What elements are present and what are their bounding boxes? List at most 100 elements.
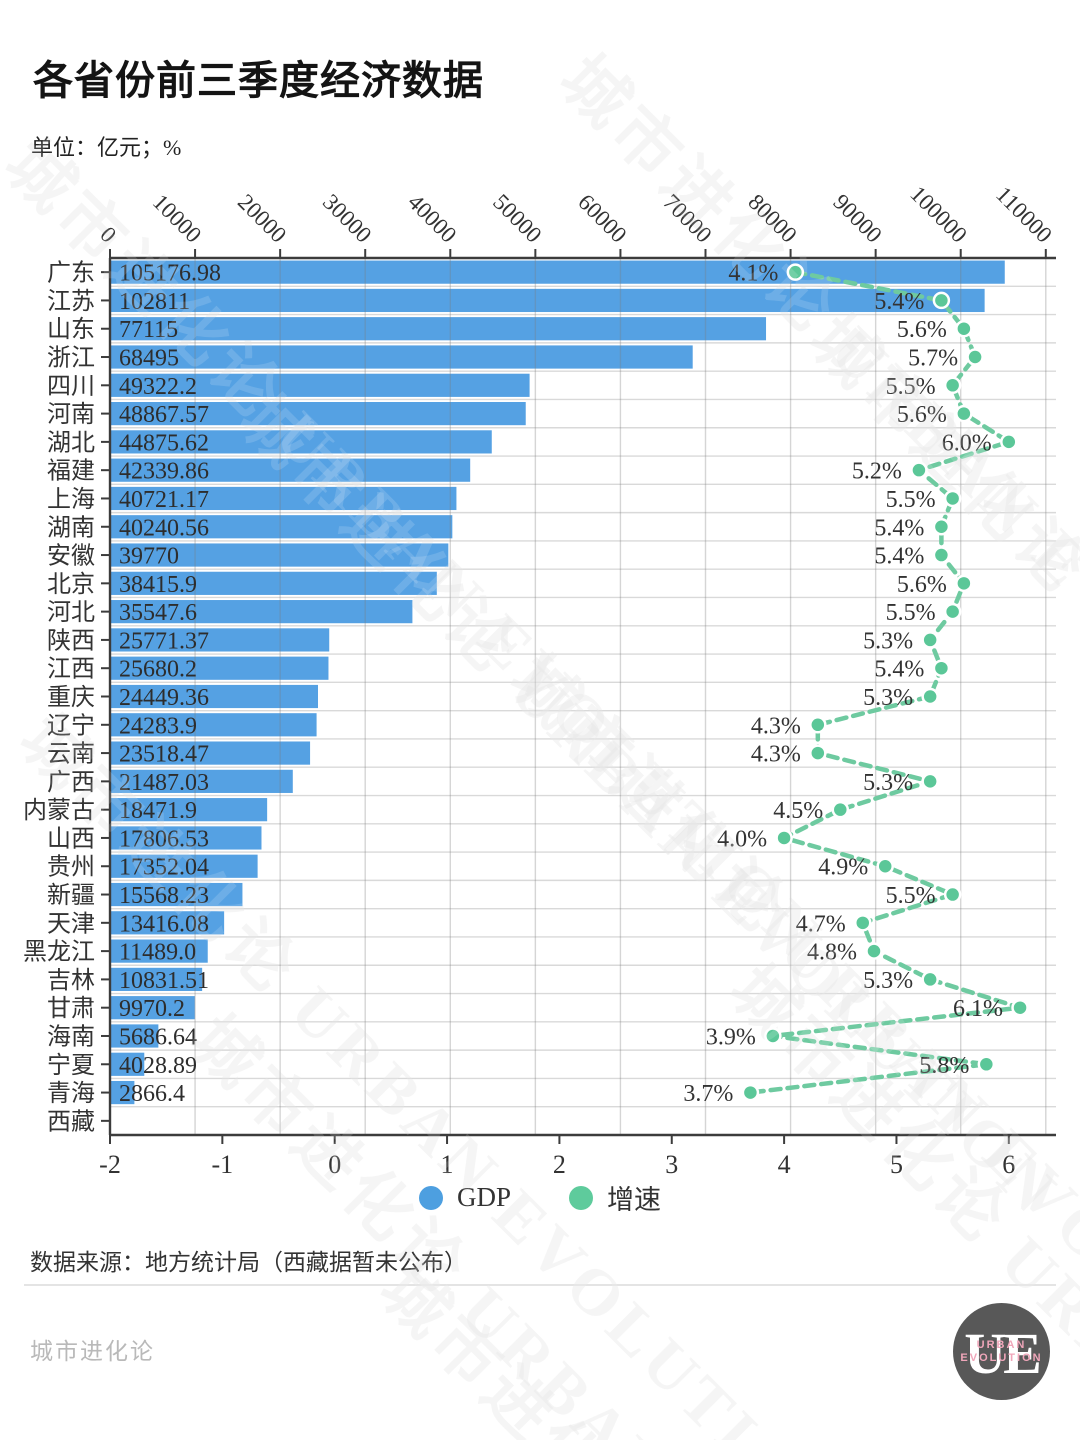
gdp-bar [111, 260, 1005, 284]
growth-dot [741, 1083, 760, 1102]
growth-value-label: 5.5% [886, 374, 936, 400]
growth-value-label: 5.4% [874, 289, 924, 315]
gdp-value-label: 48867.57 [119, 402, 209, 428]
growth-dot [955, 574, 973, 593]
growth-dot [932, 546, 951, 564]
gdp-bar [111, 911, 225, 935]
gdp-value-label: 9970.2 [119, 996, 185, 1022]
gdp-value-label: 49322.2 [119, 374, 197, 400]
gdp-bar [111, 1080, 135, 1105]
growth-value-label: 4.3% [751, 713, 801, 739]
growth-value-label: 5.6% [897, 402, 947, 428]
province-label: 福建 [47, 458, 95, 485]
gdp-bar [111, 345, 693, 369]
bottom-tick-label: -1 [212, 1150, 234, 1175]
province-label: 宁夏 [47, 1052, 95, 1079]
top-tick-label: 50000 [488, 189, 546, 247]
gdp-bar [111, 600, 413, 624]
province-label: 河北 [47, 599, 95, 626]
growth-dot [809, 716, 827, 734]
unit-note: 单位：亿元；% [31, 135, 182, 160]
province-label: 江西 [47, 656, 95, 683]
growth-value-label: 5.2% [852, 459, 902, 485]
province-label: 北京 [47, 571, 95, 598]
province-label: 安徽 [47, 543, 95, 570]
growth-dot [921, 631, 939, 649]
footer-divider [24, 1284, 1056, 1286]
gdp-value-label: 68495 [119, 346, 179, 372]
province-label: 湖南 [47, 514, 95, 541]
bottom-tick-label: 1 [441, 1150, 454, 1175]
gdp-value-label: 105176.98 [119, 261, 221, 287]
gdp-bar [111, 1052, 145, 1076]
province-label: 黑龙江 [23, 939, 95, 966]
gdp-value-label: 35547.6 [119, 600, 197, 626]
gdp-legend-swatch-icon [418, 1185, 443, 1210]
growth-value-label: 4.7% [796, 911, 846, 937]
gdp-value-label: 17806.53 [119, 826, 209, 852]
growth-dot [943, 489, 962, 508]
top-tick-label: 10000 [148, 189, 206, 247]
growth-dot [910, 461, 928, 479]
province-label: 河南 [47, 401, 95, 428]
gdp-bar [111, 741, 311, 765]
province-label: 内蒙古 [23, 797, 95, 824]
gdp-value-label: 77115 [119, 317, 178, 343]
growth-value-label: 4.9% [818, 855, 868, 881]
growth-value-label: 4.8% [807, 940, 857, 966]
footer-brand: 城市进化论 [30, 1339, 155, 1364]
bottom-tick-label: 4 [778, 1150, 791, 1175]
province-label: 江苏 [47, 288, 95, 315]
gdp-value-label: 42339.86 [119, 459, 209, 485]
province-label: 四川 [47, 374, 95, 400]
growth-value-label: 4.1% [728, 261, 778, 287]
growth-dot [876, 857, 894, 875]
growth-value-label: 3.7% [683, 1081, 733, 1107]
growth-dot [921, 970, 939, 989]
gdp-bar [111, 826, 262, 850]
gdp-bar [111, 430, 492, 454]
growth-value-label: 5.5% [886, 600, 936, 626]
gdp-value-label: 40240.56 [119, 515, 209, 541]
top-tick-label: 80000 [743, 189, 801, 247]
province-label: 云南 [47, 741, 95, 768]
gdp-value-label: 24283.9 [119, 713, 197, 739]
gdp-value-label: 18471.9 [119, 798, 197, 824]
growth-dot [764, 1027, 782, 1045]
gdp-value-label: 17352.04 [119, 855, 209, 881]
gdp-bar [111, 317, 767, 341]
growth-dot [932, 291, 951, 310]
gdp-legend-label: GDP [456, 1182, 511, 1212]
growth-value-label: 5.4% [874, 515, 924, 541]
bottom-tick-label: 5 [890, 1150, 903, 1175]
gdp-value-label: 10831.51 [119, 968, 209, 994]
gdp-value-label: 23518.47 [119, 742, 209, 768]
growth-value-label: 5.6% [897, 572, 947, 598]
urban-evolution-logo: UE URBAN EVOLUTION [953, 1303, 1050, 1400]
gdp-value-label: 4028.89 [119, 1053, 197, 1079]
legend-item-growth: 增速 [569, 1178, 661, 1217]
logo-caption: URBAN EVOLUTION [960, 1339, 1043, 1364]
growth-value-label: 5.3% [863, 628, 913, 654]
growth-value-label: 5.3% [863, 968, 913, 994]
gdp-bar [111, 401, 526, 426]
growth-dot [854, 914, 872, 932]
growth-dot [943, 602, 962, 621]
growth-dot [809, 744, 827, 762]
growth-dot [1011, 998, 1029, 1017]
data-source-note: 数据来源：地方统计局（西藏据暂未公布） [30, 1250, 467, 1275]
top-tick-label: 0 [95, 222, 121, 248]
growth-dot [955, 404, 973, 423]
growth-value-label: 4.3% [751, 742, 801, 768]
province-label: 山西 [47, 825, 95, 852]
gdp-bar [111, 967, 203, 992]
growth-value-label: 6.1% [953, 996, 1003, 1022]
growth-dot [943, 376, 962, 395]
legend-item-gdp: GDP [418, 1182, 511, 1213]
bottom-tick-label: -2 [99, 1150, 121, 1175]
growth-value-label: 5.6% [897, 317, 947, 343]
growth-dot [955, 319, 973, 338]
growth-value-label: 5.4% [874, 657, 924, 683]
gdp-bar [111, 769, 293, 793]
